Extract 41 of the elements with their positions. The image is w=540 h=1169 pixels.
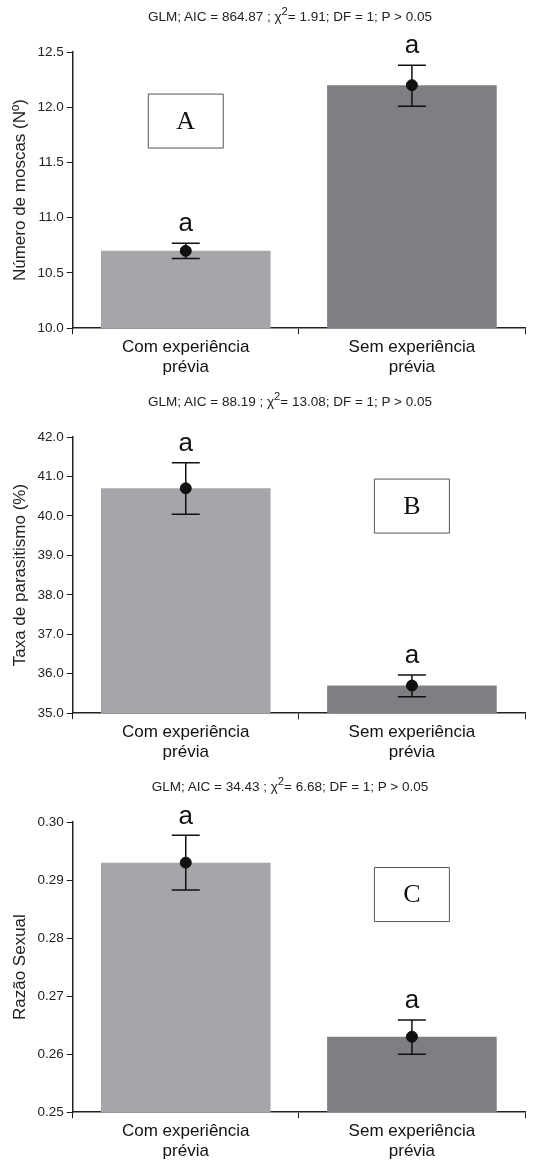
y-tick-label: 12.0 bbox=[37, 98, 64, 114]
y-tick-label: 35.0 bbox=[37, 704, 64, 720]
x-tick-label: Com experiência prévia bbox=[121, 722, 251, 762]
y-tick-label: 41.0 bbox=[37, 468, 64, 484]
chart-title: GLM; AIC = 864.87 ; χ$^{2}$= 1.91; DF = 1; P > 0.05 bbox=[147, 4, 433, 24]
y-tick-label: 0.29 bbox=[37, 871, 64, 887]
y-tick-label: 11.0 bbox=[38, 209, 64, 225]
y-tick-label: 38.0 bbox=[37, 586, 64, 602]
y-tick-label: 0.26 bbox=[37, 1045, 64, 1061]
y-axis-title: Razão Sexual bbox=[9, 914, 29, 1021]
annotation: a bbox=[178, 799, 194, 830]
x-tick-label: Sem experiência prévia bbox=[348, 722, 476, 762]
y-tick-label: 42.0 bbox=[37, 428, 64, 444]
y-tick-label: 11.5 bbox=[38, 154, 64, 170]
y-tick-label: 40.0 bbox=[37, 507, 64, 523]
annotation: a bbox=[404, 639, 420, 670]
y-axis-title: Taxa de parasitismo (%) bbox=[9, 483, 29, 667]
x-tick-label: Com experiência prévia bbox=[121, 337, 251, 377]
x-tick-label: Com experiência prévia bbox=[121, 1121, 251, 1161]
y-tick-label: 10.5 bbox=[37, 264, 64, 280]
y-tick-label: 0.25 bbox=[37, 1103, 64, 1119]
y-tick-label: 39.0 bbox=[37, 547, 64, 563]
chart-title: GLM; AIC = 34.43 ; χ$^{2}$= 6.68; DF = 1; P > 0.05 bbox=[150, 774, 430, 794]
y-tick-label: 0.30 bbox=[37, 813, 64, 829]
y-tick-label: 0.28 bbox=[37, 929, 64, 945]
annotation: a bbox=[404, 29, 420, 60]
y-tick-label: 12.5 bbox=[37, 43, 64, 59]
y-axis-title: Número de moscas (Nº) bbox=[9, 99, 29, 282]
x-tick-label: Sem experiência prévia bbox=[348, 337, 476, 377]
chart-title: GLM; AIC = 88.19 ; χ$^{2}$= 13.08; DF = 1; P > 0.05 bbox=[147, 389, 433, 409]
y-tick-label: 10.0 bbox=[37, 319, 64, 335]
annotation: a bbox=[178, 426, 194, 457]
y-tick-label: 0.27 bbox=[37, 987, 64, 1003]
y-tick-label: 36.0 bbox=[37, 665, 64, 681]
y-tick-label: 37.0 bbox=[37, 626, 64, 641]
annotation: A bbox=[176, 105, 196, 135]
annotation: B bbox=[403, 490, 421, 520]
annotation: C bbox=[403, 879, 421, 909]
x-tick-label: Sem experiência prévia bbox=[348, 1121, 476, 1161]
annotation: a bbox=[178, 207, 194, 238]
annotation: a bbox=[404, 984, 420, 1015]
